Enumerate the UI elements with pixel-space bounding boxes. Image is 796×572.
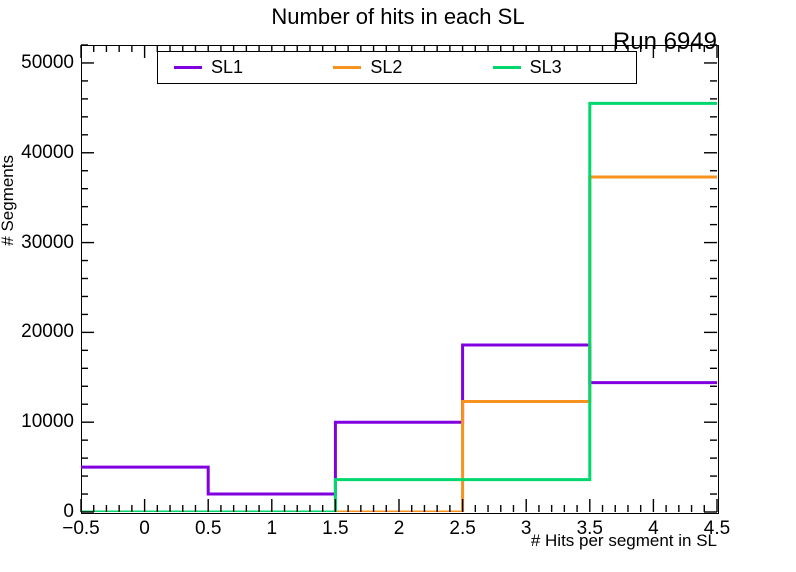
x-tick-label: 1 bbox=[266, 518, 278, 539]
legend-swatch-sl1 bbox=[174, 66, 202, 69]
legend-swatch-sl3 bbox=[492, 66, 521, 69]
plot-area bbox=[81, 45, 717, 512]
plot-frame bbox=[81, 45, 719, 514]
y-tick-label: 50000 bbox=[21, 51, 74, 73]
x-tick-label: 2.5 bbox=[449, 518, 476, 539]
y-tick-label: 0 bbox=[63, 501, 74, 522]
y-tick-label: 10000 bbox=[21, 411, 74, 433]
y-tick-label: 40000 bbox=[21, 141, 74, 163]
x-axis-title: # Hits per segment in SL bbox=[530, 531, 717, 550]
y-tick-label: 30000 bbox=[21, 231, 74, 253]
x-tick-label: −0.5 bbox=[62, 518, 100, 539]
legend-entry-sl3[interactable]: SL3 bbox=[477, 57, 636, 78]
x-tick-label: 3 bbox=[520, 518, 532, 539]
legend-label-sl1: SL1 bbox=[211, 57, 244, 77]
histogram-line-sl3 bbox=[81, 101, 717, 512]
histogram-series-layer bbox=[81, 101, 717, 512]
legend-entry-sl1[interactable]: SL1 bbox=[158, 57, 317, 78]
x-tick-label: 0 bbox=[139, 518, 150, 539]
x-tick-label: 2 bbox=[393, 518, 405, 539]
legend-swatch-sl2 bbox=[333, 66, 362, 69]
legend-entry-sl2[interactable]: SL2 bbox=[317, 57, 476, 78]
page-title: Number of hits in each SL bbox=[271, 4, 525, 29]
run-annotation: Run 6949 bbox=[612, 28, 717, 55]
x-tick-label: 4 bbox=[648, 518, 659, 539]
histogram-line-sl1 bbox=[81, 343, 717, 496]
legend-label-sl3: SL3 bbox=[529, 57, 562, 77]
x-tick-label: 4.5 bbox=[703, 518, 731, 539]
x-tick-label: 0.5 bbox=[194, 518, 222, 539]
x-tick-label: 3.5 bbox=[576, 518, 604, 539]
legend-label-sl2: SL2 bbox=[370, 57, 403, 77]
x-tick-label: 1.5 bbox=[322, 518, 349, 539]
legend[interactable]: SL1 SL2 SL3 bbox=[157, 51, 637, 84]
y-tick-label: 20000 bbox=[21, 321, 74, 343]
histogram-line-sl2 bbox=[81, 175, 717, 512]
